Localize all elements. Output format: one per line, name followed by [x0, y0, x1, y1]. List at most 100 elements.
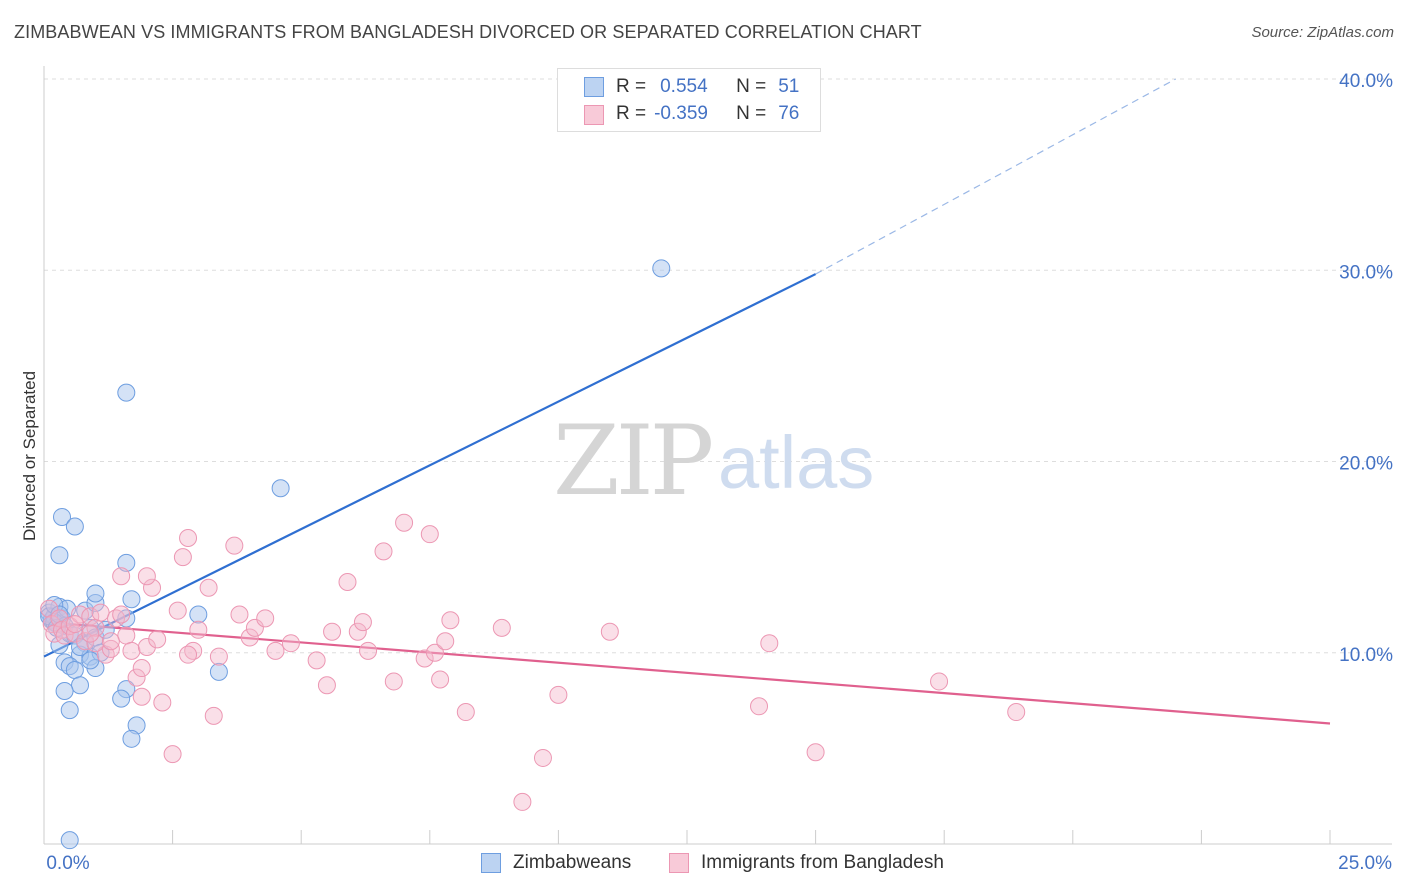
- legend-r-value-zimbabweans: 0.554: [660, 76, 708, 97]
- y-tick-label: 10.0%: [1339, 645, 1393, 666]
- y-tick-label: 40.0%: [1339, 71, 1393, 92]
- data-point-zimbabweans: [122, 729, 141, 748]
- data-point-bangladesh: [117, 626, 136, 645]
- data-point-bangladesh: [750, 697, 769, 716]
- data-point-bangladesh: [127, 668, 146, 687]
- data-point-bangladesh: [323, 622, 342, 641]
- data-point-zimbabweans: [50, 546, 69, 565]
- data-point-bangladesh: [436, 632, 455, 651]
- data-point-bangladesh: [122, 641, 141, 660]
- trend-line-zimbabweans: [43, 273, 817, 658]
- x-tick-label: 25.0%: [1338, 853, 1392, 874]
- legend-row-zimbabweans: R = 0.554 N = 51: [616, 75, 799, 99]
- trend-line-zimbabweans-extension: [815, 78, 1176, 275]
- gridlines: [44, 78, 1392, 654]
- data-point-bangladesh: [256, 609, 275, 628]
- data-point-bangladesh: [143, 578, 162, 597]
- data-point-bangladesh: [806, 743, 825, 762]
- bottom-legend-label-zimbabweans: Zimbabweans: [513, 852, 632, 873]
- data-point-bangladesh: [137, 638, 156, 657]
- data-point-bangladesh: [179, 645, 198, 664]
- source-label: Source: ZipAtlas.com: [1251, 24, 1394, 41]
- data-point-bangladesh: [112, 605, 131, 624]
- legend-swatch-bangladesh: [584, 105, 604, 125]
- data-point-bangladesh: [101, 632, 120, 651]
- data-point-bangladesh: [137, 567, 156, 586]
- series-zimbabweans-points: [40, 259, 671, 850]
- data-point-bangladesh: [168, 601, 187, 620]
- data-point-bangladesh: [266, 641, 285, 660]
- data-point-zimbabweans: [81, 651, 100, 670]
- data-point-bangladesh: [533, 748, 552, 767]
- data-point-bangladesh: [431, 670, 450, 689]
- y-tick-label: 20.0%: [1339, 454, 1393, 475]
- data-point-bangladesh: [513, 792, 532, 811]
- data-point-bangladesh: [1007, 703, 1026, 722]
- data-point-bangladesh: [173, 548, 192, 567]
- legend-n-value-zimbabweans: 51: [778, 76, 800, 97]
- data-point-zimbabweans: [271, 479, 290, 498]
- data-point-zimbabweans: [122, 590, 141, 609]
- data-point-bangladesh: [930, 672, 949, 691]
- data-point-bangladesh: [600, 622, 619, 641]
- trend-line-bangladesh: [43, 621, 1331, 725]
- legend-r-label: R =: [616, 103, 647, 124]
- legend-row-bangladesh: R = -0.359 N = 76: [616, 102, 799, 126]
- data-point-bangladesh: [359, 641, 378, 660]
- data-point-zimbabweans: [65, 660, 84, 679]
- correlation-legend: R = 0.554 N = 51 R = -0.359 N = 76: [557, 68, 821, 132]
- data-point-bangladesh: [91, 603, 110, 622]
- data-point-bangladesh: [163, 745, 182, 764]
- bottom-legend-label-bangladesh: Immigrants from Bangladesh: [701, 852, 944, 873]
- bottom-legend-zimbabweans: Zimbabweans: [481, 852, 631, 874]
- series-bangladesh-points: [40, 513, 1026, 811]
- x-tick-label: 0.0%: [46, 853, 89, 874]
- data-point-zimbabweans: [53, 507, 72, 526]
- data-point-zimbabweans: [652, 259, 671, 278]
- tick-labels: 10.0% 20.0% 30.0% 40.0% 0.0% 25.0%: [46, 71, 1393, 874]
- legend-r-label: R =: [616, 76, 647, 97]
- legend-r-value-bangladesh: -0.359: [654, 103, 708, 124]
- data-point-bangladesh: [395, 513, 414, 532]
- y-tick-label: 30.0%: [1339, 262, 1393, 283]
- data-point-bangladesh: [112, 567, 131, 586]
- data-point-bangladesh: [374, 542, 393, 561]
- data-point-bangladesh: [353, 613, 372, 632]
- data-point-bangladesh: [317, 676, 336, 695]
- data-point-zimbabweans: [50, 605, 69, 624]
- y-axis-label: Divorced or Separated: [20, 370, 39, 542]
- data-point-bangladesh: [65, 624, 84, 643]
- data-point-bangladesh: [209, 647, 228, 666]
- data-point-bangladesh: [425, 643, 444, 662]
- data-point-zimbabweans: [71, 638, 90, 657]
- data-point-zimbabweans: [55, 682, 74, 700]
- data-point-bangladesh: [65, 615, 84, 634]
- data-point-zimbabweans: [117, 383, 136, 402]
- data-point-bangladesh: [148, 630, 167, 649]
- data-point-bangladesh: [199, 578, 218, 597]
- data-point-zimbabweans: [50, 636, 69, 655]
- data-point-bangladesh: [179, 529, 198, 547]
- data-point-zimbabweans: [209, 662, 228, 681]
- data-point-bangladesh: [86, 634, 105, 653]
- data-point-bangladesh: [189, 620, 208, 639]
- data-point-bangladesh: [153, 693, 172, 712]
- data-point-bangladesh: [225, 536, 244, 555]
- data-point-bangladesh: [307, 651, 326, 670]
- data-point-zimbabweans: [60, 831, 79, 850]
- data-point-bangladesh: [204, 706, 223, 725]
- data-point-zimbabweans: [112, 689, 131, 708]
- data-point-zimbabweans: [71, 676, 90, 695]
- data-point-zimbabweans: [189, 605, 208, 624]
- data-point-bangladesh: [281, 634, 300, 653]
- trend-lines: [43, 78, 1331, 725]
- data-point-bangladesh: [132, 659, 151, 678]
- chart-title: ZIMBABWEAN VS IMMIGRANTS FROM BANGLADESH…: [14, 22, 922, 42]
- data-point-zimbabweans: [65, 517, 84, 536]
- legend-n-label: N =: [736, 76, 767, 97]
- data-point-bangladesh: [348, 622, 367, 641]
- data-point-bangladesh: [96, 645, 115, 664]
- data-point-bangladesh: [384, 672, 403, 691]
- data-point-bangladesh: [132, 687, 151, 706]
- watermark-zip: ZIP: [553, 405, 714, 517]
